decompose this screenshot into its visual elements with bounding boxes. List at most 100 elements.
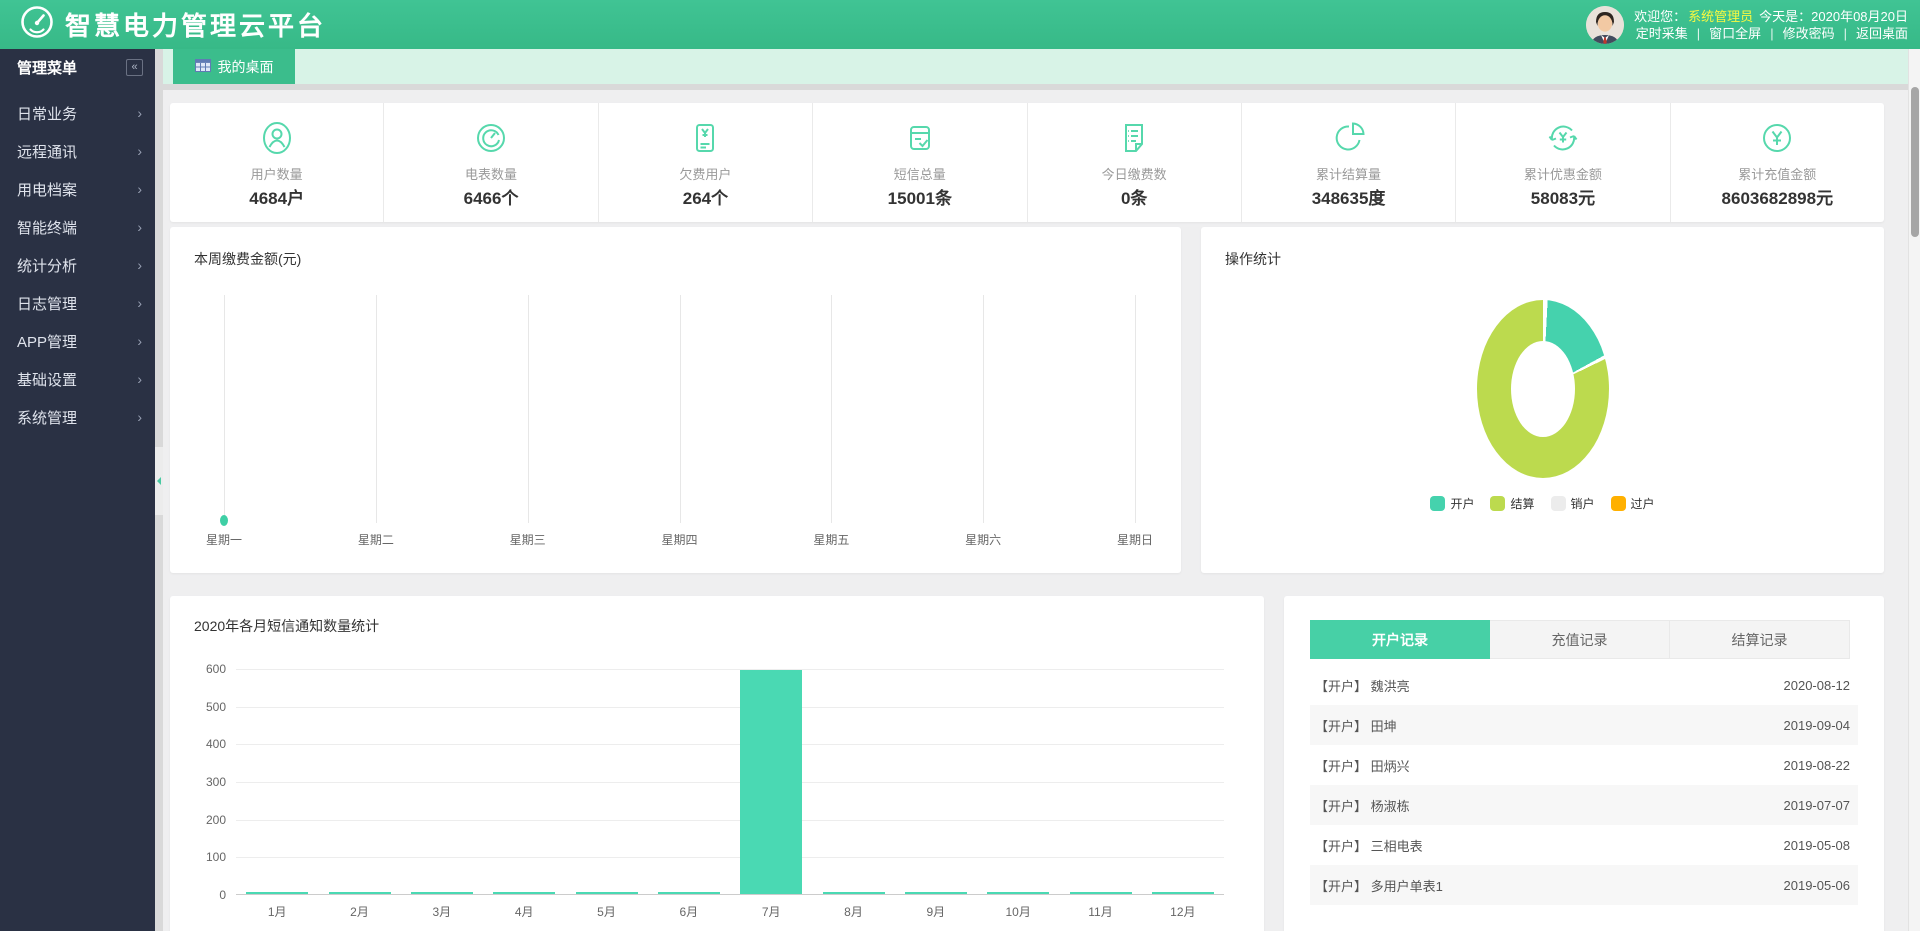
sidebar-item-5[interactable]: 统计分析 › <box>0 246 155 284</box>
gridline <box>831 295 833 523</box>
sidebar-item-2[interactable]: 远程通讯 › <box>0 132 155 170</box>
vertical-scrollbar[interactable] <box>1908 49 1920 931</box>
axis-tick-label: 6月 <box>679 905 699 919</box>
sidebar-collapse-handle[interactable] <box>155 447 163 515</box>
gridline <box>375 295 377 523</box>
bar-yaxis: 0 100 200 300 400 500 600 <box>170 662 226 902</box>
axis-tick-label: 星期日 <box>1116 533 1154 547</box>
gridline <box>236 782 1224 783</box>
axis-tick-label: 1月 <box>267 905 287 919</box>
record-row[interactable]: 【开户】 田炳兴 2019-08-22 <box>1310 745 1858 785</box>
record-date: 2019-08-22 <box>1783 757 1851 773</box>
legend-item[interactable]: 过户 <box>1610 495 1655 512</box>
sidebar-item-label: 远程通讯 <box>17 143 78 161</box>
sidebar-item-label: 日志管理 <box>17 295 78 313</box>
collapse-left-arrow-icon <box>157 477 161 485</box>
sms-icon <box>900 117 940 159</box>
sidebar-item-9[interactable]: 系统管理 › <box>0 398 155 436</box>
sidebar-item-8[interactable]: 基础设置 › <box>0 360 155 398</box>
stat-value: 264个 <box>682 189 729 208</box>
stat-card: 用户数量 4684户 <box>170 103 385 222</box>
link-separator: | <box>1770 25 1774 41</box>
axis-tick-label: 100 <box>205 850 226 865</box>
sidebar-item-label: 基础设置 <box>17 371 78 389</box>
chevron-right-icon: › <box>137 295 142 311</box>
legend-item[interactable]: 开户 <box>1430 495 1474 512</box>
scrollbar-thumb[interactable] <box>1911 87 1919 237</box>
stat-card: 今日缴费数 0条 <box>1028 103 1242 222</box>
bar <box>657 892 720 894</box>
sidebar-item-3[interactable]: 用电档案 › <box>0 170 155 208</box>
header-link-1[interactable]: 定时采集 <box>1635 25 1688 41</box>
record-row[interactable]: 【开户】 三相电表 2019-05-08 <box>1310 825 1858 865</box>
record-row[interactable]: 【开户】 魏洪亮 2020-08-12 <box>1310 665 1858 705</box>
sidebar-item-7[interactable]: APP管理 › <box>0 322 155 360</box>
collapse-menu-button[interactable]: « <box>126 58 143 76</box>
record-name: 【开户】 三相电表 <box>1315 838 1423 854</box>
bar <box>822 892 885 894</box>
tab-label: 我的桌面 <box>217 58 274 75</box>
stat-card: 短信总量 15001条 <box>813 103 1028 222</box>
axis-tick-label: 11月 <box>1088 905 1113 919</box>
stat-label: 欠费用户 <box>679 167 732 182</box>
axis-tick-label: 12月 <box>1170 905 1196 919</box>
bar <box>1151 892 1214 894</box>
data-point-marker <box>220 515 228 526</box>
current-date: 今天是：2020年08月20日 <box>1759 8 1908 24</box>
gridline <box>236 857 1224 859</box>
header-link-3[interactable]: 修改密码 <box>1782 25 1835 41</box>
chevron-right-icon: › <box>137 219 142 235</box>
username: 系统管理员 <box>1688 8 1754 24</box>
legend-swatch <box>1490 496 1506 511</box>
axis-tick-label: 星期三 <box>509 533 546 547</box>
legend-item[interactable]: 结算 <box>1490 495 1535 512</box>
record-name: 【开户】 杨淑栋 <box>1315 798 1410 814</box>
app-title: 智慧电力管理云平台 <box>65 11 327 41</box>
record-row[interactable]: 【开户】 多用户单表1 2019-05-06 <box>1310 865 1858 905</box>
legend-item[interactable]: 销户 <box>1550 495 1595 512</box>
legend-label: 开户 <box>1450 497 1475 511</box>
chevron-right-icon: › <box>137 143 142 159</box>
sidebar-menu: 日常业务 › 远程通讯 › 用电档案 › 智能终端 › 统计分析 › 日志管理 › APP管理 › 基础设置… <box>0 94 155 436</box>
main-area: 我的桌面 用户数量 4684户 电表数量 6466个 欠费用户 264个 短信总量 15001… <box>163 49 1908 931</box>
axis-tick-label: 200 <box>205 812 226 827</box>
gridline <box>527 295 529 523</box>
stat-value: 0条 <box>1120 189 1148 208</box>
bar <box>904 892 967 894</box>
stat-card: 累计充值金额 8603682898元 <box>1671 103 1884 222</box>
gridline <box>679 295 681 523</box>
chevron-right-icon: › <box>137 333 142 349</box>
header-link-2[interactable]: 窗口全屏 <box>1709 25 1762 41</box>
record-date: 2019-09-04 <box>1783 717 1851 733</box>
record-row[interactable]: 【开户】 田坤 2019-09-04 <box>1310 705 1858 745</box>
user-avatar[interactable] <box>1586 5 1625 44</box>
stat-card: 电表数量 6466个 <box>384 103 599 222</box>
record-row[interactable]: 【开户】 杨淑栋 2019-07-07 <box>1310 785 1858 825</box>
records-tab-3[interactable]: 结算记录 <box>1670 620 1850 659</box>
stat-label: 今日缴费数 <box>1101 167 1167 182</box>
record-date: 2020-08-12 <box>1783 677 1851 693</box>
sidebar-item-4[interactable]: 智能终端 › <box>0 208 155 246</box>
record-date: 2019-05-08 <box>1783 837 1851 853</box>
tab-bar: 我的桌面 <box>163 49 1908 84</box>
monthly-sms-chart-card: 2020年各月短信通知数量统计 0 100 200 300 400 500 600 1月 2月… <box>170 596 1264 931</box>
sidebar-item-label: 统计分析 <box>17 257 78 275</box>
records-tab-1[interactable]: 开户记录 <box>1310 620 1490 659</box>
sidebar-item-6[interactable]: 日志管理 › <box>0 284 155 322</box>
record-name: 【开户】 多用户单表1 <box>1315 878 1443 894</box>
stat-value: 58083元 <box>1530 189 1596 208</box>
axis-tick-label: 星期六 <box>965 533 1002 547</box>
week-plot: 星期一 星期二 星期三 星期四 星期五 星期六 星期日 <box>206 295 1153 547</box>
link-separator: | <box>1843 25 1847 41</box>
axis-tick-label: 10月 <box>1005 905 1031 919</box>
sidebar: 管理菜单 « 日常业务 › 远程通讯 › 用电档案 › 智能终端 › 统计分析 › 日志管理 › APP… <box>0 49 155 931</box>
header-link-4[interactable]: 返回桌面 <box>1855 25 1908 41</box>
sidebar-item-1[interactable]: 日常业务 › <box>0 94 155 132</box>
axis-tick-label: 500 <box>205 699 226 714</box>
bar <box>410 892 473 894</box>
records-tab-2[interactable]: 充值记录 <box>1490 620 1670 659</box>
welcome-line: 欢迎您： 系统管理员 今天是：2020年08月20日 <box>1634 10 1908 23</box>
sidebar-item-label: 智能终端 <box>17 219 78 237</box>
stat-value: 348635度 <box>1311 189 1386 208</box>
tab-my-desktop[interactable]: 我的桌面 <box>173 49 295 84</box>
